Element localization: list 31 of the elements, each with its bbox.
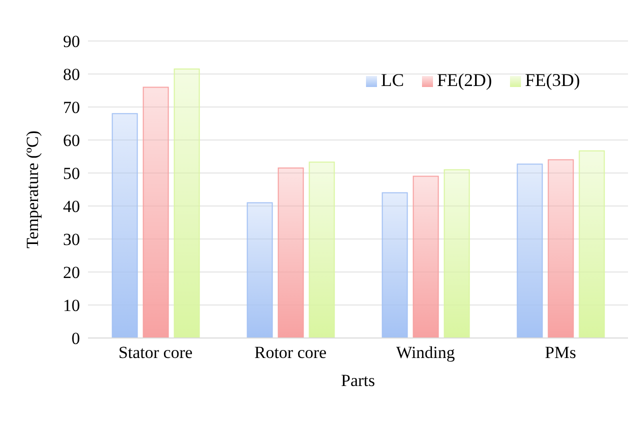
bar: [444, 169, 470, 338]
y-tick-label: 30: [63, 230, 80, 250]
bar: [246, 202, 273, 338]
y-tick-label: 80: [63, 65, 80, 84]
bar: [278, 168, 304, 338]
y-tick-label: 90: [63, 32, 80, 52]
legend-label: FE(3D): [525, 70, 580, 90]
bar: [112, 113, 138, 338]
legend-label: LC: [380, 70, 404, 90]
y-tick-label: 40: [63, 197, 80, 216]
x-tick-label: Stator core: [118, 343, 193, 362]
bar: [578, 150, 605, 338]
y-tick-label: 10: [63, 296, 80, 316]
y-tick-label: 0: [72, 329, 80, 348]
bar: [142, 86, 169, 338]
y-tick-label: 60: [63, 131, 80, 150]
x-tick-label: PMs: [544, 343, 576, 362]
y-axis-title: Temperature (ºC): [23, 130, 42, 248]
y-tick-label: 50: [63, 164, 80, 184]
legend-label: FE(2D): [437, 70, 492, 90]
y-tick-label: 20: [63, 263, 80, 282]
bar: [174, 68, 200, 338]
x-tick-label: Rotor core: [254, 343, 327, 362]
x-axis-title: Parts: [341, 371, 375, 390]
y-tick-label: 70: [63, 98, 80, 118]
x-tick-label: Winding: [396, 343, 456, 362]
bar: [382, 192, 408, 338]
bar: [516, 164, 543, 338]
bar: [548, 159, 574, 338]
bar: [412, 176, 439, 338]
bar: [308, 162, 335, 338]
